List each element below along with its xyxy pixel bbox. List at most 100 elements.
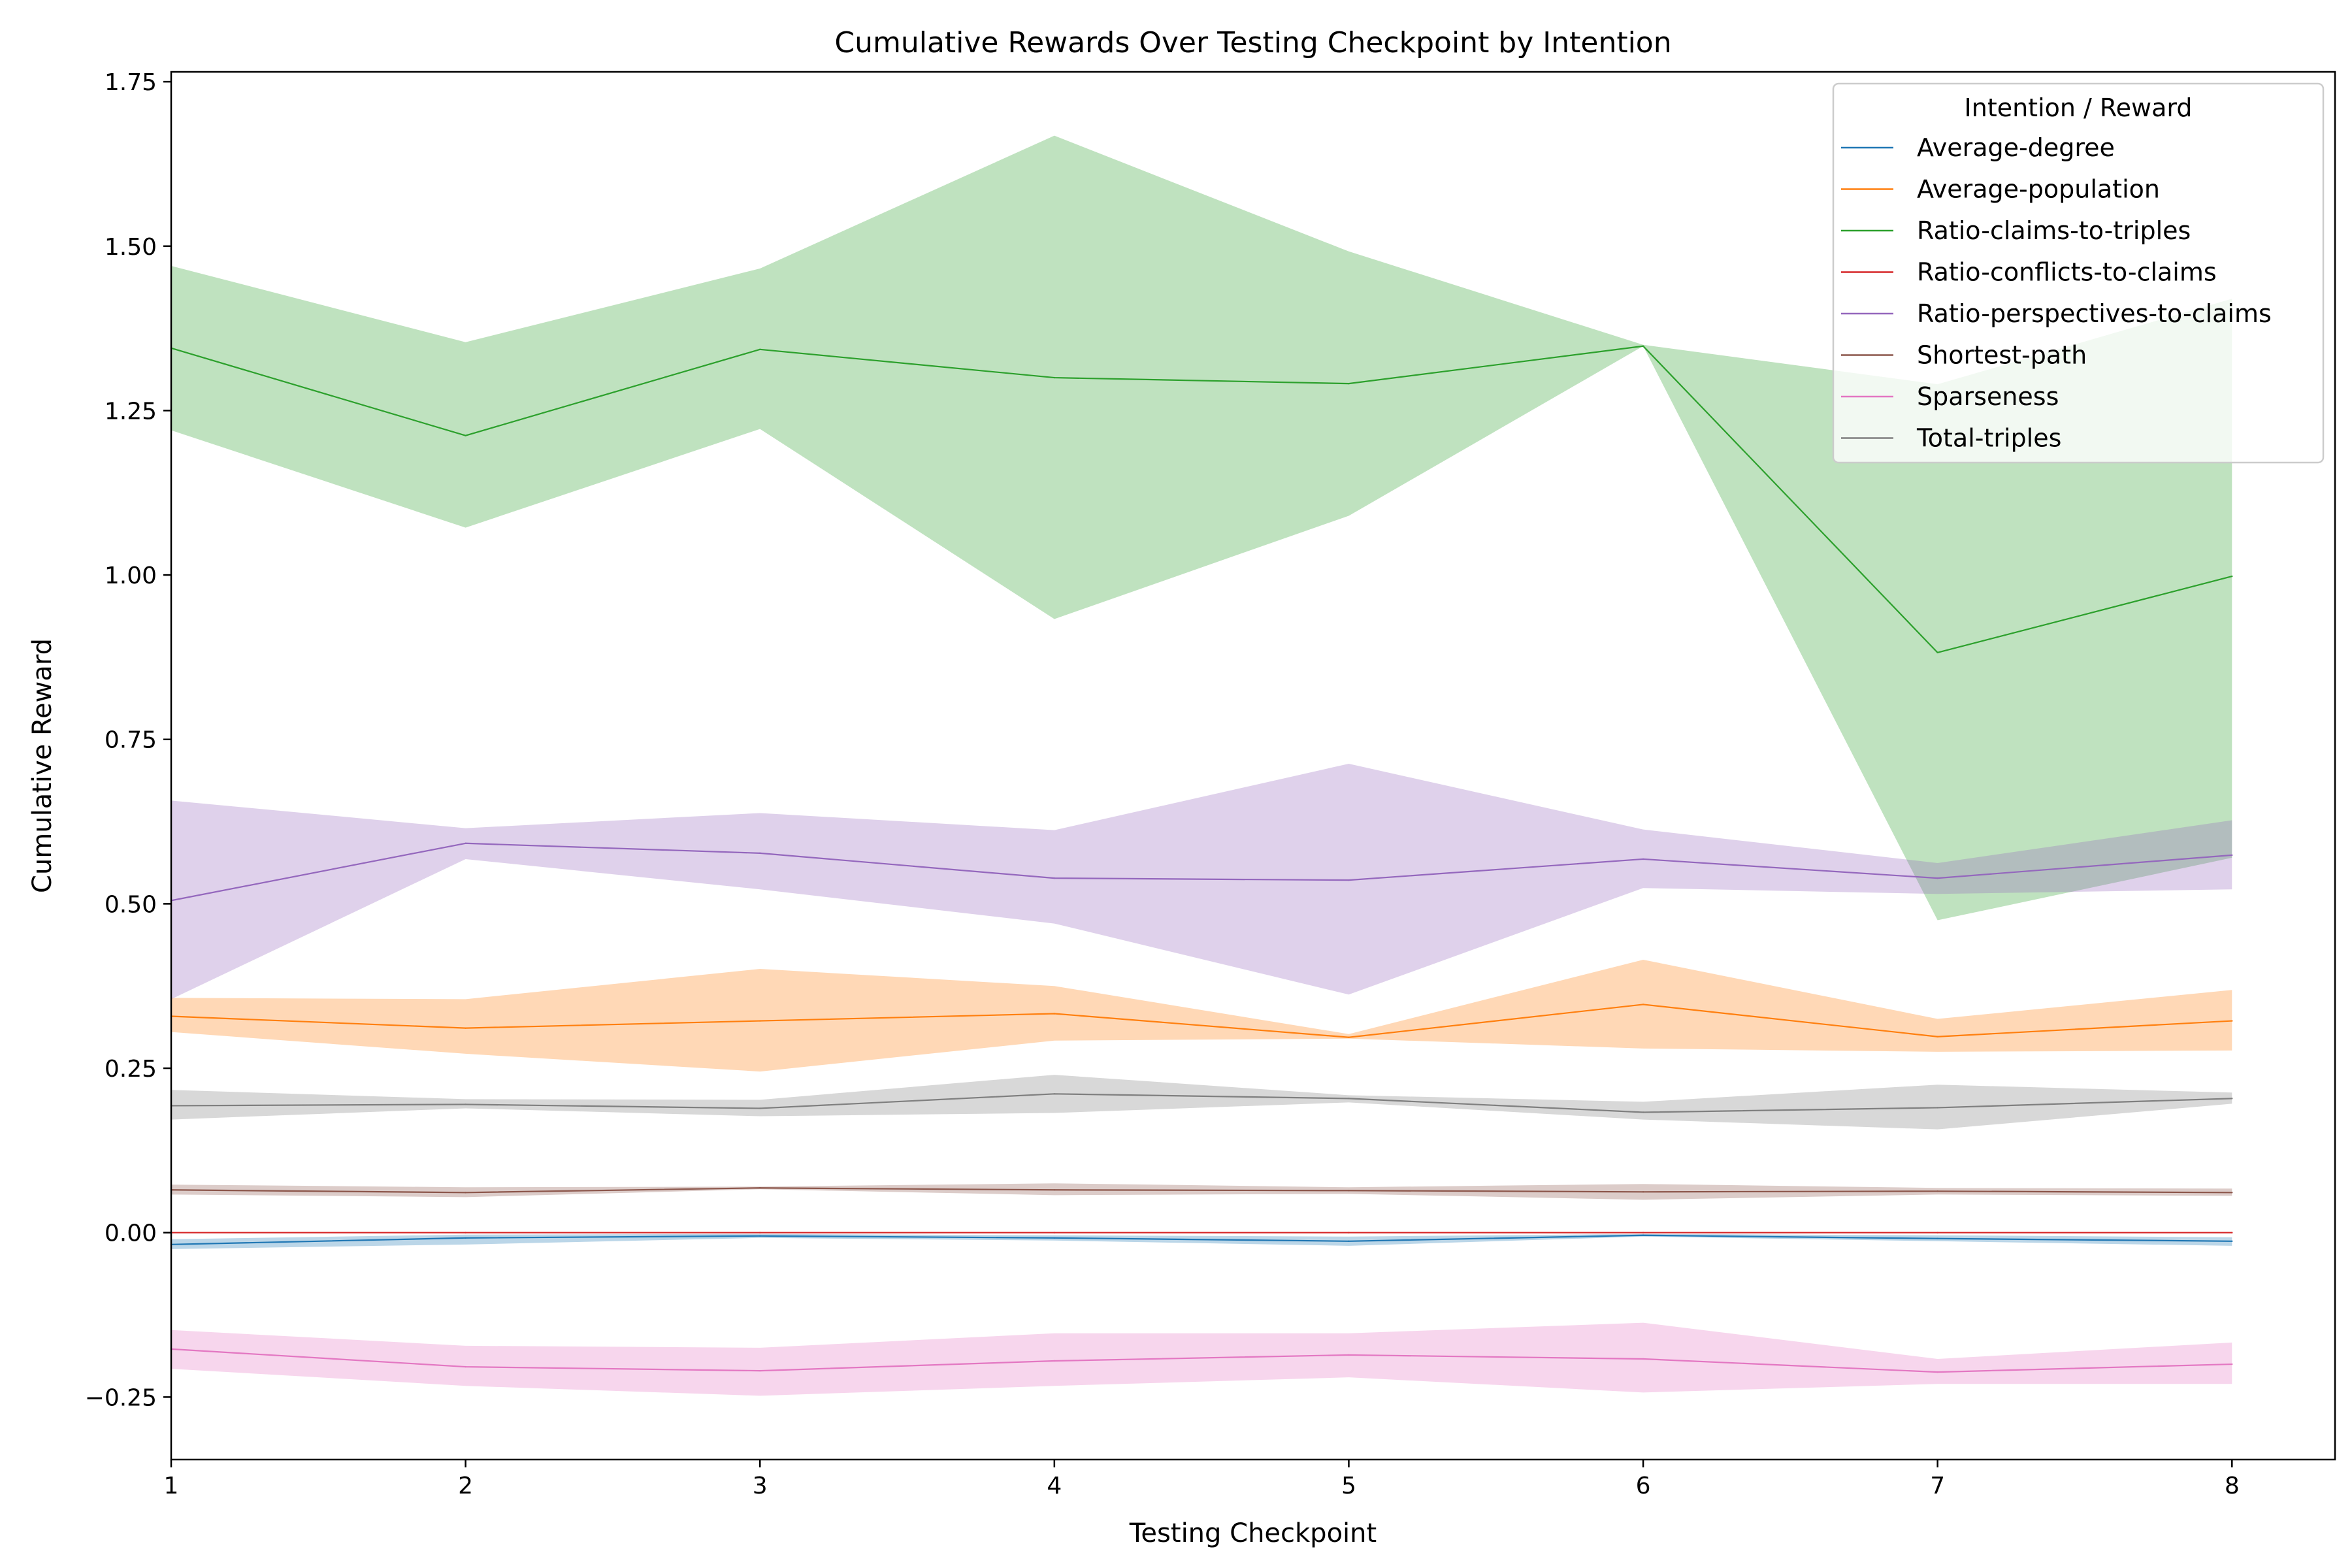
point-ratio-perspectives-to-claims — [2231, 854, 2233, 857]
point-shortest-path — [1053, 1189, 1056, 1191]
y-tick-label: 0.50 — [105, 891, 157, 918]
point-ratio-perspectives-to-claims — [1348, 879, 1350, 881]
legend: Intention / Reward Average-degree Average… — [1832, 82, 2325, 464]
point-ratio-perspectives-to-claims — [1642, 858, 1644, 860]
point-average-population — [1642, 1004, 1644, 1005]
x-tick-label: 3 — [753, 1473, 768, 1499]
point-ratio-claims-to-triples — [1642, 345, 1644, 347]
y-tick-label: 1.00 — [105, 563, 157, 589]
band-average-population — [171, 959, 2232, 1072]
band-ratio-perspectives-to-claims — [171, 763, 2232, 1000]
x-axis-label: Testing Checkpoint — [1129, 1518, 1377, 1548]
x-tick-label: 4 — [1047, 1473, 1062, 1499]
legend-label-total-triples: Total-triples — [1916, 424, 2061, 453]
point-total-triples — [2231, 1098, 2233, 1100]
point-shortest-path — [1936, 1190, 1938, 1192]
x-axis-ticks: 1 2 3 4 5 6 7 8 — [164, 1460, 2240, 1499]
x-tick-label: 5 — [1341, 1473, 1356, 1499]
point-sparseness — [2231, 1363, 2233, 1365]
point-ratio-conflicts-to-claims — [1936, 1232, 1938, 1233]
y-tick-label: −0.25 — [85, 1384, 157, 1411]
point-shortest-path — [759, 1187, 761, 1189]
point-ratio-conflicts-to-claims — [1642, 1232, 1644, 1233]
point-sparseness — [1348, 1354, 1350, 1356]
y-axis-ticks: −0.25 0.00 0.25 0.50 0.75 1.00 1.25 1.50 1.75 — [85, 69, 171, 1411]
legend-label-average-population: Average-population — [1917, 175, 2160, 204]
legend-label-ratio-conflicts-to-claims: Ratio-conflicts-to-claims — [1917, 258, 2217, 287]
point-ratio-conflicts-to-claims — [1348, 1232, 1350, 1233]
legend-label-sparseness: Sparseness — [1917, 382, 2059, 411]
point-average-population — [1936, 1036, 1938, 1037]
point-ratio-claims-to-triples — [465, 434, 466, 436]
chart-title: Cumulative Rewards Over Testing Checkpoi… — [834, 26, 1671, 59]
confidence-bands — [171, 135, 2232, 1396]
point-ratio-conflicts-to-claims — [465, 1232, 466, 1233]
y-tick-label: 0.00 — [105, 1220, 157, 1247]
point-ratio-claims-to-triples — [1053, 376, 1056, 379]
y-axis-label: Cumulative Reward — [27, 638, 57, 893]
point-total-triples — [465, 1103, 466, 1105]
point-average-population — [465, 1027, 466, 1029]
point-ratio-perspectives-to-claims — [1053, 877, 1056, 879]
legend-frame — [1832, 82, 2325, 464]
line-ratio-claims-to-triples — [171, 345, 2232, 653]
point-shortest-path — [2231, 1192, 2233, 1194]
point-sparseness — [465, 1365, 466, 1368]
point-ratio-conflicts-to-claims — [2231, 1232, 2233, 1233]
point-average-degree — [1936, 1237, 1938, 1239]
band-sparseness — [171, 1322, 2232, 1396]
legend-label-average-degree: Average-degree — [1917, 133, 2115, 162]
line-average-population — [171, 1004, 2232, 1038]
point-total-triples — [1348, 1098, 1350, 1100]
band-average-degree — [171, 1233, 2232, 1249]
legend-label-shortest-path: Shortest-path — [1917, 341, 2087, 370]
point-sparseness — [759, 1369, 761, 1372]
point-ratio-conflicts-to-claims — [759, 1232, 761, 1233]
band-ratio-claims-to-triples — [171, 135, 2232, 921]
x-tick-label: 2 — [458, 1473, 473, 1499]
x-tick-label: 1 — [164, 1473, 179, 1499]
band-total-triples — [171, 1075, 2232, 1130]
line-average-degree — [171, 1234, 2232, 1245]
point-sparseness — [1642, 1358, 1644, 1360]
point-ratio-claims-to-triples — [1936, 651, 1938, 654]
y-tick-label: 0.25 — [105, 1056, 157, 1083]
line-sparseness — [171, 1348, 2232, 1373]
x-tick-label: 7 — [1930, 1473, 1945, 1499]
point-average-population — [1348, 1036, 1350, 1038]
y-tick-label: 1.25 — [105, 398, 157, 425]
y-tick-label: 1.75 — [105, 69, 157, 96]
point-average-population — [759, 1020, 761, 1022]
legend-title: Intention / Reward — [1965, 93, 2193, 122]
point-average-degree — [1642, 1234, 1644, 1236]
x-tick-label: 8 — [2225, 1473, 2240, 1499]
point-ratio-perspectives-to-claims — [759, 852, 761, 855]
y-tick-label: 0.75 — [105, 727, 157, 754]
legend-label-ratio-claims-to-triples: Ratio-claims-to-triples — [1917, 216, 2191, 245]
point-total-triples — [1053, 1093, 1056, 1095]
point-average-degree — [465, 1237, 466, 1239]
point-total-triples — [1642, 1111, 1644, 1113]
point-shortest-path — [465, 1192, 466, 1194]
point-ratio-claims-to-triples — [2231, 575, 2233, 578]
point-shortest-path — [1348, 1190, 1350, 1192]
series-lines — [170, 345, 2233, 1373]
point-average-degree — [759, 1235, 761, 1237]
point-ratio-perspectives-to-claims — [1936, 877, 1938, 879]
point-average-population — [1053, 1013, 1056, 1015]
line-ratio-perspectives-to-claims — [171, 842, 2232, 902]
point-average-degree — [2231, 1240, 2233, 1242]
point-ratio-perspectives-to-claims — [465, 842, 466, 844]
legend-label-ratio-perspectives-to-claims: Ratio-perspectives-to-claims — [1917, 299, 2272, 328]
plot-frame — [170, 71, 2336, 1461]
point-ratio-claims-to-triples — [759, 348, 761, 350]
point-sparseness — [1936, 1371, 1938, 1373]
point-ratio-claims-to-triples — [1348, 382, 1350, 385]
line-total-triples — [171, 1093, 2232, 1113]
point-total-triples — [759, 1107, 761, 1109]
point-total-triples — [1936, 1107, 1938, 1109]
point-average-degree — [1348, 1240, 1350, 1242]
x-tick-label: 6 — [1636, 1473, 1651, 1499]
point-average-population — [2231, 1020, 2233, 1022]
